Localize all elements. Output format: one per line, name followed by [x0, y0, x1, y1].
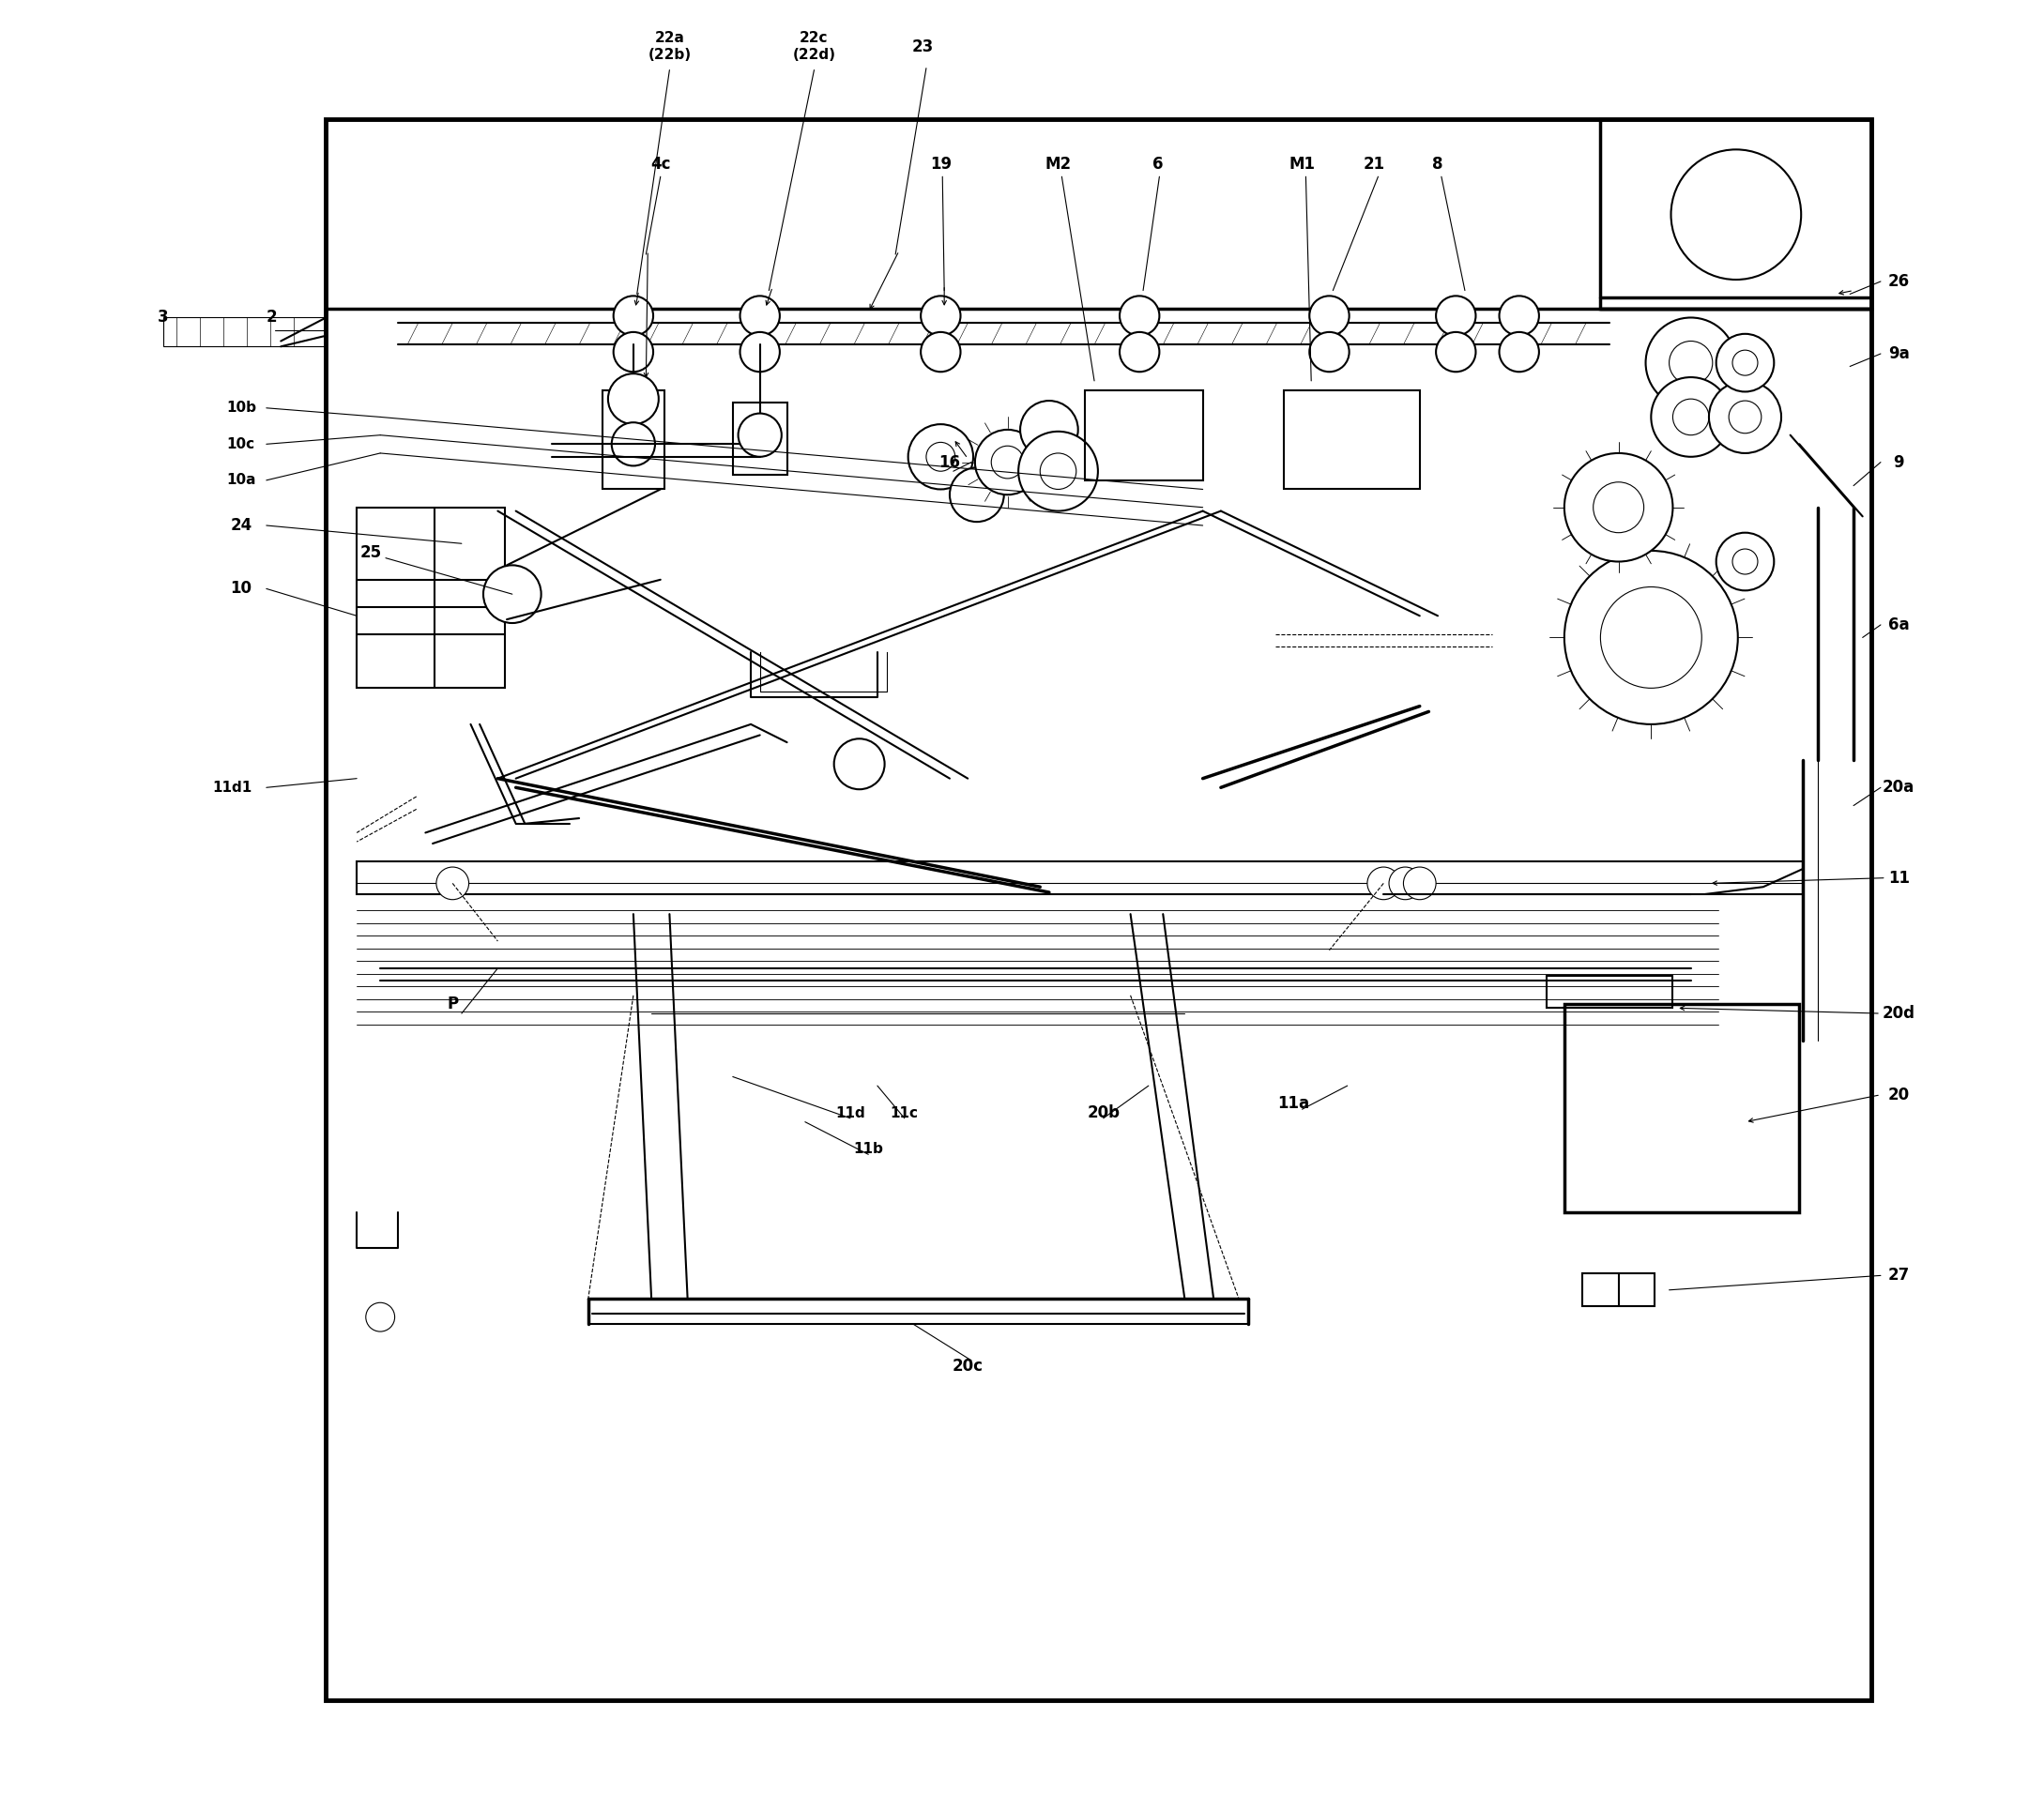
Bar: [358, 507, 505, 688]
Text: 20c: 20c: [953, 1358, 983, 1374]
Bar: [603, 389, 664, 489]
Circle shape: [1709, 380, 1780, 452]
Text: 16: 16: [938, 454, 961, 471]
Circle shape: [1670, 150, 1801, 279]
Bar: [1600, 119, 1872, 308]
Text: M1: M1: [1290, 156, 1316, 172]
Circle shape: [1404, 867, 1437, 900]
Text: 25: 25: [360, 545, 382, 561]
Text: P: P: [448, 996, 458, 1014]
Text: 6a: 6a: [1889, 617, 1909, 634]
Text: 20b: 20b: [1087, 1104, 1120, 1122]
Circle shape: [920, 295, 961, 335]
Text: 23: 23: [912, 38, 934, 54]
Text: 3: 3: [157, 310, 170, 326]
Circle shape: [613, 295, 654, 335]
Text: 10: 10: [231, 581, 251, 597]
Text: 2: 2: [266, 310, 278, 326]
Circle shape: [1310, 331, 1349, 371]
Circle shape: [1670, 340, 1713, 384]
Circle shape: [1652, 376, 1731, 456]
Circle shape: [991, 445, 1024, 478]
Text: 11c: 11c: [891, 1106, 918, 1120]
Bar: [327, 119, 1872, 1700]
Text: 10b: 10b: [227, 402, 256, 414]
Circle shape: [1437, 331, 1476, 371]
Text: 21: 21: [1363, 156, 1386, 172]
Circle shape: [1120, 295, 1159, 335]
Circle shape: [738, 413, 781, 456]
Text: 11b: 11b: [854, 1142, 883, 1157]
Text: 27: 27: [1889, 1267, 1909, 1283]
Text: 11d1: 11d1: [213, 780, 251, 795]
Circle shape: [1672, 398, 1709, 434]
Circle shape: [908, 424, 973, 489]
Circle shape: [1717, 333, 1774, 391]
Circle shape: [1564, 452, 1672, 561]
Circle shape: [611, 422, 654, 465]
Circle shape: [740, 331, 779, 371]
Bar: [732, 402, 787, 474]
Circle shape: [1018, 431, 1098, 510]
Circle shape: [1564, 550, 1737, 724]
Circle shape: [613, 331, 654, 371]
Text: 11: 11: [1889, 869, 1909, 887]
Circle shape: [926, 442, 955, 471]
Text: 10c: 10c: [227, 436, 256, 451]
Circle shape: [1645, 317, 1735, 407]
Text: 26: 26: [1889, 273, 1909, 290]
Circle shape: [607, 373, 658, 424]
Bar: [358, 862, 1803, 894]
Bar: [1582, 1274, 1656, 1307]
Text: 11a: 11a: [1278, 1095, 1308, 1113]
Circle shape: [1390, 867, 1421, 900]
Circle shape: [1592, 481, 1643, 532]
Text: 19: 19: [930, 156, 953, 172]
Text: 9a: 9a: [1889, 346, 1909, 362]
Circle shape: [1310, 295, 1349, 335]
Text: 6: 6: [1153, 156, 1163, 172]
Text: 22a
(22b): 22a (22b): [648, 31, 691, 62]
Circle shape: [366, 1303, 394, 1332]
Circle shape: [1733, 349, 1758, 375]
Circle shape: [435, 867, 468, 900]
Circle shape: [834, 738, 885, 789]
Bar: [164, 317, 327, 346]
Circle shape: [1437, 295, 1476, 335]
Circle shape: [1717, 532, 1774, 590]
Circle shape: [1498, 295, 1539, 335]
Bar: [1545, 976, 1672, 1008]
Text: 22c
(22d): 22c (22d): [793, 31, 836, 62]
Circle shape: [1498, 331, 1539, 371]
Text: 10a: 10a: [227, 472, 256, 487]
Circle shape: [950, 467, 1004, 521]
Text: 11d: 11d: [836, 1106, 865, 1120]
Circle shape: [482, 565, 542, 623]
Bar: [1085, 389, 1202, 480]
Text: 24: 24: [231, 518, 251, 534]
Circle shape: [975, 429, 1040, 494]
Bar: [1564, 1005, 1799, 1213]
Circle shape: [740, 295, 779, 335]
Text: 20d: 20d: [1883, 1005, 1915, 1023]
Circle shape: [1020, 400, 1077, 458]
Circle shape: [1600, 586, 1703, 688]
Circle shape: [920, 331, 961, 371]
Circle shape: [1040, 452, 1077, 489]
Text: 9: 9: [1893, 454, 1905, 471]
Text: M2: M2: [1044, 156, 1071, 172]
Circle shape: [1729, 400, 1762, 433]
Text: 4c: 4c: [650, 156, 670, 172]
Bar: [1284, 389, 1421, 489]
Text: 8: 8: [1433, 156, 1443, 172]
Circle shape: [1733, 548, 1758, 574]
Text: 20: 20: [1889, 1086, 1909, 1104]
Circle shape: [1367, 867, 1400, 900]
Circle shape: [1120, 331, 1159, 371]
Text: 20a: 20a: [1883, 778, 1915, 796]
